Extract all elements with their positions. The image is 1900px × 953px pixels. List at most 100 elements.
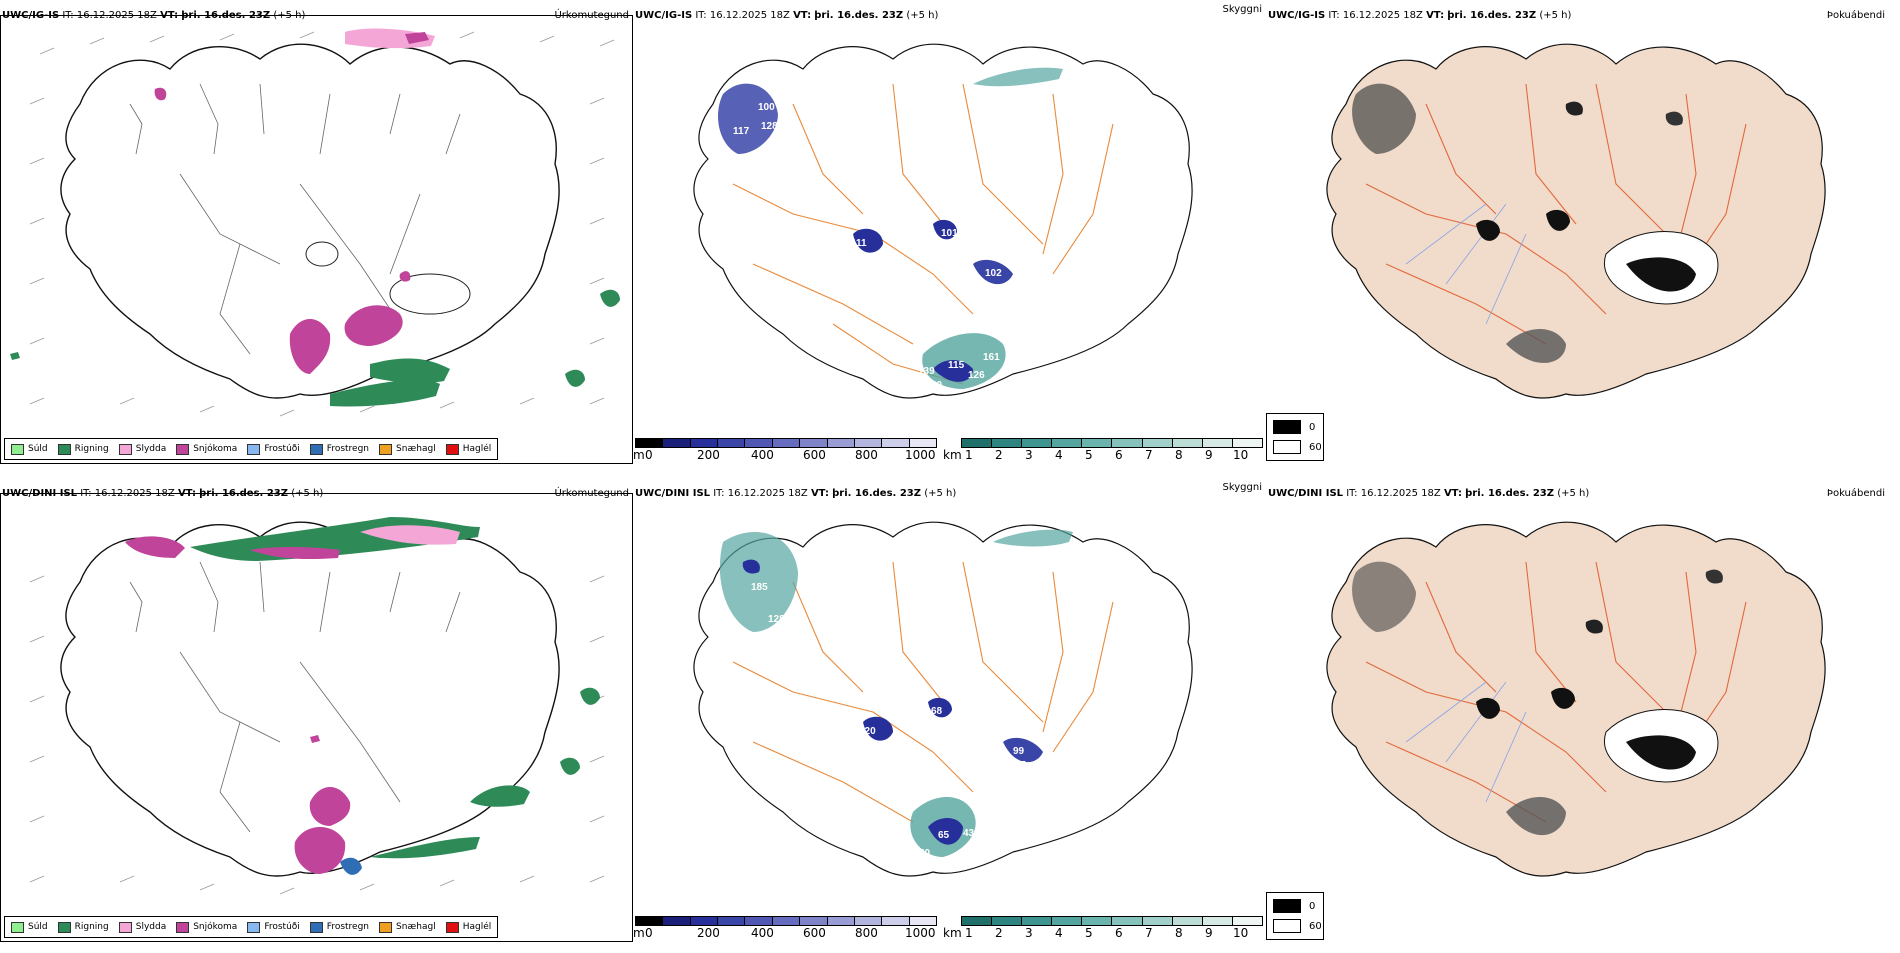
cloud-base-tick: 0	[645, 448, 653, 462]
panel-header: UWC/IG-IS IT: 16.12.2025 18Z VT: þri. 16…	[633, 4, 1266, 24]
legend-item: Frostregn	[309, 443, 369, 455]
visibility-tick: 7	[1145, 926, 1153, 940]
legend-label: Snæhagl	[396, 444, 436, 454]
legend-label: Rigning	[74, 922, 109, 932]
vt-value: þri. 16.des. 23Z	[832, 488, 921, 499]
cloud-base-tick: 400	[751, 448, 774, 462]
legend-item: Snæhagl	[379, 921, 436, 933]
legend-item: Rigning	[57, 443, 109, 455]
cloud-base-tick: 200	[697, 926, 720, 940]
vt-value: þri. 16.des. 23Z	[1465, 488, 1554, 499]
cloud-label: 80	[919, 848, 931, 859]
cloud-label: 89	[873, 222, 885, 233]
cloud-label: 139	[918, 366, 935, 377]
it-value: 16.12.2025 18Z	[1342, 10, 1423, 21]
legend-label: Snjókoma	[193, 922, 238, 932]
cloud-label: 102	[985, 268, 1002, 279]
legend-label: Snæhagl	[396, 922, 436, 932]
legend-item: Súld	[11, 443, 48, 455]
cloud-base-tick: 1000	[905, 926, 936, 940]
lead-offset: (+5 h)	[924, 488, 957, 499]
visibility-colorbar-strip	[961, 438, 1263, 448]
iceland-precip-map	[10, 28, 620, 417]
visibility-tick: 4	[1055, 926, 1063, 940]
precip-type-legend: Súld Rigning Slydda Snjókoma Frostúði Fr…	[4, 438, 499, 460]
panel-header: UWC/DINI ISL IT: 16.12.2025 18Z VT: þri.…	[1266, 486, 1899, 502]
vt-label: VT:	[177, 488, 196, 499]
visibility-tick: 5	[1085, 448, 1093, 462]
legend-item: Slydda	[118, 921, 166, 933]
cloud-base-panel-row1: UWC/IG-IS IT: 16.12.2025 18Z VT: þri. 16…	[633, 0, 1266, 475]
panel-frame	[0, 15, 633, 464]
panel-kind-label: Þokuábendi	[1826, 10, 1885, 21]
vt-label: VT:	[793, 10, 812, 21]
vt-label: VT:	[810, 488, 829, 499]
visibility-tick: 4	[1055, 448, 1063, 462]
legend-item: Rigning	[57, 921, 109, 933]
fog-legend-label: 0	[1309, 421, 1316, 433]
it-label: IT:	[695, 10, 707, 21]
vt-label: VT:	[1426, 10, 1445, 21]
it-value: 16.12.2025 18Z	[94, 488, 175, 499]
lead-offset: (+5 h)	[1539, 10, 1572, 21]
legend-item: Snjókoma	[176, 443, 238, 455]
legend-label: Frostregn	[326, 922, 370, 932]
lead-offset: (+5 h)	[906, 10, 939, 21]
fog-legend-row1: 0 60	[1266, 413, 1324, 461]
vt-label: VT:	[160, 10, 179, 21]
vt-label: VT:	[1443, 488, 1462, 499]
legend-item: Snjókoma	[176, 921, 238, 933]
fog-legend-swatch	[1273, 440, 1301, 454]
legend-item: Snæhagl	[379, 443, 436, 455]
cloud-label: 68	[931, 706, 943, 717]
cloud-label: 65	[938, 830, 950, 841]
fog-legend-swatch	[1273, 919, 1301, 933]
precip-type-legend: Súld Rigning Slydda Snjókoma Frostúði Fr…	[4, 916, 499, 938]
legend-item: Haglél	[445, 443, 492, 455]
it-value: 16.12.2025 18Z	[727, 488, 808, 499]
model-name: UWC/IG-IS	[635, 10, 693, 21]
cloud-label: 120	[859, 726, 876, 737]
legend-label: Snjókoma	[193, 444, 238, 454]
it-value: 16.12.2025 18Z	[76, 10, 157, 21]
legend-label: Frostúði	[264, 444, 300, 454]
model-name: UWC/IG-IS	[2, 10, 60, 21]
fog-legend-label: 60	[1309, 920, 1322, 932]
legend-swatch	[118, 921, 132, 933]
visibility-tick: 5	[1085, 926, 1093, 940]
legend-swatch	[309, 921, 323, 933]
legend-swatch	[11, 443, 24, 455]
legend-label: Súld	[28, 444, 48, 454]
panel-kind-label: Skyggni	[1222, 482, 1262, 493]
legend-swatch	[176, 443, 190, 455]
legend-swatch	[118, 443, 132, 455]
cloud-label: 126	[968, 370, 985, 381]
panel-frame	[0, 493, 633, 942]
legend-label: Frostúði	[264, 922, 300, 932]
cloud-label: 15	[1015, 760, 1027, 771]
cloud-base-tick: 400	[751, 926, 774, 940]
vt-value: þri. 16.des. 23Z	[1447, 10, 1537, 21]
visibility-tick: 1	[965, 926, 973, 940]
cloud-label: 128	[761, 121, 778, 132]
it-label: IT:	[1328, 10, 1340, 21]
cloud-base-tick: 600	[803, 926, 826, 940]
legend-swatch	[247, 921, 261, 933]
legend-item: Slydda	[118, 443, 166, 455]
visibility-tick: 2	[995, 448, 1003, 462]
visibility-tick: 9	[1205, 926, 1213, 940]
cloud-base-tick: 200	[697, 448, 720, 462]
cloud-label: 157	[1015, 276, 1032, 287]
legend-label: Haglél	[462, 922, 492, 932]
visibility-tick: 1	[965, 448, 973, 462]
fog-legend-swatch	[1273, 420, 1301, 434]
visibility-tick: 10	[1233, 926, 1249, 940]
fog-legend-item: 60	[1273, 919, 1322, 933]
panel-header: UWC/DINI ISL IT: 16.12.2025 18Z VT: þri.…	[633, 482, 1266, 502]
fog-panel-row1: UWC/IG-IS IT: 16.12.2025 18Z VT: þri. 16…	[1266, 0, 1899, 475]
iceland-cloud-base-map: 100 117 128 111 89 101 102 157 139 115 1…	[693, 43, 1193, 407]
legend-item: Frostúði	[247, 921, 300, 933]
visibility-tick: 7	[1145, 448, 1153, 462]
iceland-cloud-base-map: 120 68 99 15 65 80 43 128 185	[693, 521, 1193, 877]
legend-label: Haglél	[462, 444, 492, 454]
